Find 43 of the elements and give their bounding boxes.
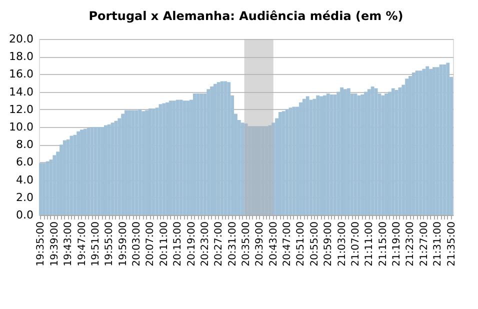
x-tick-label: 20:39:00 [254,222,266,266]
y-tick-label: 6.0 [16,156,34,169]
x-tick-label: 21:35:00 [446,222,458,266]
x-tick-label: 19:47:00 [76,222,88,266]
y-tick-label: 12.0 [9,102,34,116]
x-tick-label: 21:27:00 [418,222,430,266]
x-tick-label: 20:07:00 [145,222,156,266]
y-tick-label: 2.0 [16,190,34,204]
x-tick-label: 20:27:00 [214,222,225,266]
x-tick-label: 19:59:00 [118,222,129,266]
x-tick-label: 20:03:00 [132,222,143,266]
x-tick-label: 19:43:00 [63,222,74,266]
y-tick-label: 4.0 [16,173,34,186]
x-tick-label: 20:11:00 [158,222,170,266]
x-tick-label: 19:55:00 [104,222,116,266]
y-tick-label: 20.0 [9,32,34,46]
x-tick-label: 21:23:00 [405,222,416,266]
x-tick-label: 19:39:00 [49,222,60,266]
x-tick-label: 21:03:00 [336,222,348,266]
y-tick-label: 10.0 [9,120,34,134]
x-tick-label: 21:31:00 [432,222,444,266]
y-tick-label: 8.0 [16,138,34,152]
y-tick-label: 18.0 [9,50,34,64]
x-tick-label: 20:23:00 [200,222,211,266]
x-tick-label: 20:47:00 [282,222,294,266]
x-tick-label: 20:15:00 [172,222,184,266]
y-tick-label: 16.0 [9,68,34,81]
x-tick-label: 20:55:00 [309,222,320,266]
x-tick-label: 20:31:00 [227,222,238,266]
y-tick-label: 14.0 [9,85,34,98]
x-tick-label: 21:11:00 [364,222,376,266]
x-tick-label: 20:43:00 [268,222,280,266]
x-tick-label: 19:35:00 [36,222,47,266]
chart-title: Portugal x Alemanha: Audiência média (em %) [88,9,404,23]
x-tick-label: 21:15:00 [378,222,389,266]
x-tick-label: 20:19:00 [186,222,198,266]
x-tick-label: 20:35:00 [241,222,252,266]
x-tick-label: 20:59:00 [323,222,334,266]
x-tick-label: 21:19:00 [392,222,403,266]
x-tick-label: 21:07:00 [350,222,362,266]
y-tick-label: 0.0 [16,208,34,222]
x-tick-label: 19:51:00 [90,222,102,266]
x-tick-label: 20:51:00 [296,222,307,266]
